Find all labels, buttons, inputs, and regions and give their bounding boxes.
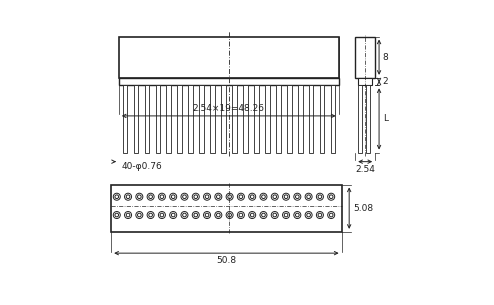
Bar [221, 85, 226, 152]
Bar [276, 85, 281, 152]
Bar [111, 185, 341, 232]
Bar [200, 85, 204, 152]
Text: 8: 8 [383, 53, 388, 62]
Bar [287, 85, 291, 152]
Text: 5.08: 5.08 [353, 204, 373, 213]
Bar [210, 85, 215, 152]
Bar [145, 85, 149, 152]
Bar [119, 78, 338, 85]
Text: 40-φ0.76: 40-φ0.76 [122, 162, 163, 171]
Text: 2.54×19=48.26: 2.54×19=48.26 [193, 104, 265, 113]
Bar [254, 85, 258, 152]
Bar [119, 37, 338, 78]
Bar [331, 85, 335, 152]
Bar [244, 85, 247, 152]
Text: 50.8: 50.8 [216, 256, 237, 265]
Bar [133, 85, 138, 152]
Bar [298, 85, 302, 152]
Bar [188, 85, 193, 152]
Bar [232, 85, 237, 152]
Bar [265, 85, 270, 152]
Bar [320, 85, 325, 152]
Bar [166, 85, 171, 152]
Bar [156, 85, 160, 152]
Bar [358, 85, 362, 152]
Bar [355, 37, 375, 78]
Text: 2.54: 2.54 [355, 165, 375, 174]
Text: 2: 2 [383, 77, 388, 86]
Bar [366, 85, 370, 152]
Bar [309, 85, 314, 152]
Bar [358, 78, 372, 85]
Bar [123, 85, 127, 152]
Bar [177, 85, 182, 152]
Text: L: L [383, 114, 388, 124]
